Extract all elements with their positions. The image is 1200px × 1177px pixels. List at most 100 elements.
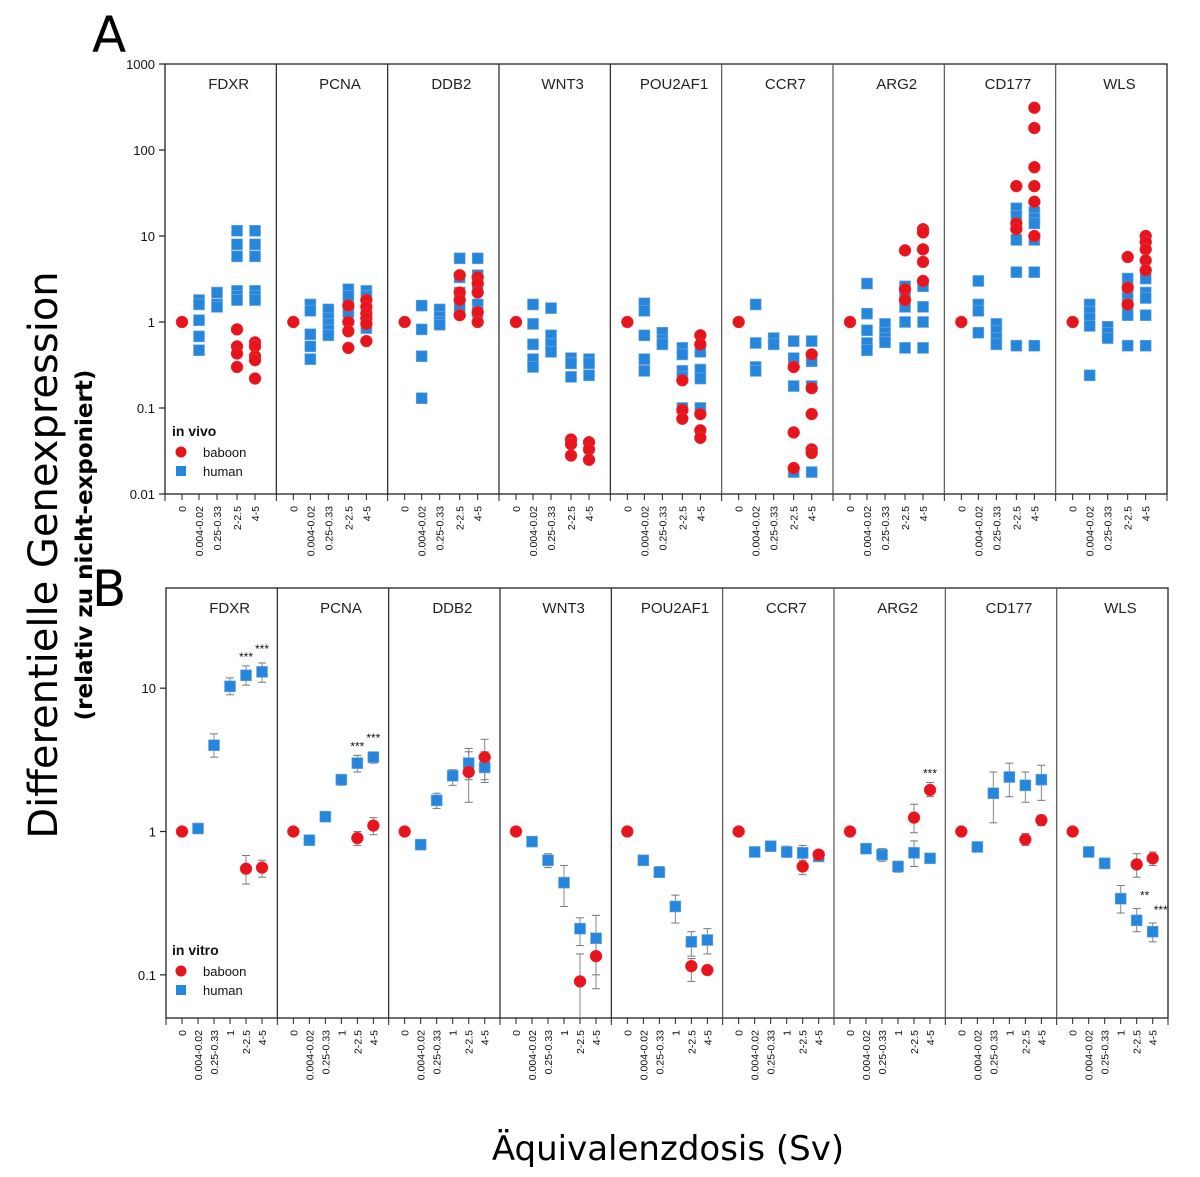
human-mean-point: [1130, 914, 1143, 927]
baboon-point: [1139, 243, 1152, 256]
x-tick-label: 2-2.5: [464, 1030, 476, 1054]
baboon-mean-point: [1146, 852, 1159, 865]
baboon-mean-point: [589, 949, 603, 963]
legend-marker-human: [176, 985, 186, 995]
x-tick-label: 4-5: [1148, 1030, 1160, 1045]
facet-title-wls: WLS: [1104, 600, 1137, 617]
x-tick-label: 1: [1116, 1030, 1128, 1036]
human-mean-point: [574, 922, 586, 935]
human-mean-point: [924, 852, 936, 865]
x-tick-label: 0: [622, 506, 634, 512]
human-point: [972, 304, 985, 317]
baboon-point: [1028, 101, 1041, 114]
x-tick-label: 0.25-0.33: [769, 506, 781, 551]
baboon-mean-point: [175, 825, 189, 838]
human-point: [583, 369, 595, 382]
x-tick-label: 1: [225, 1030, 237, 1036]
human-mean-point: [701, 934, 714, 946]
x-tick-label: 0.25-0.33: [323, 506, 335, 551]
x-tick-label: 0.25-0.33: [657, 506, 669, 551]
human-mean-point: [876, 848, 888, 861]
human-point: [917, 316, 929, 328]
baboon-mean-point: [685, 959, 698, 973]
x-tick-label: 4-5: [473, 506, 485, 521]
x-tick-label: 4-5: [695, 506, 707, 521]
x-tick-label: 0.004-0.02: [639, 506, 651, 556]
baboon-mean-point: [287, 825, 300, 838]
human-mean-point: [478, 761, 491, 774]
legend: in vitro baboon human: [172, 942, 246, 998]
legend-marker-baboon: [175, 965, 187, 977]
legend: in vivo baboon human: [172, 423, 246, 479]
human-point: [193, 344, 205, 356]
human-mean-point: [208, 739, 220, 752]
baboon-point: [453, 268, 466, 282]
x-tick-label: 0.25-0.33: [991, 506, 1003, 551]
human-point: [638, 329, 651, 342]
human-point: [1010, 266, 1023, 278]
baboon-point: [564, 437, 578, 451]
x-tick-label: 2-2.5: [677, 506, 689, 530]
x-tick-label: 4-5: [584, 506, 596, 521]
baboon-mean-point: [1035, 813, 1048, 827]
x-tick-label: 0.25-0.33: [546, 506, 558, 551]
significance-marker: **: [1140, 889, 1150, 903]
x-tick-label: 4-5: [480, 1030, 492, 1045]
human-point: [433, 318, 446, 331]
x-tick-label: 0.004-0.02: [305, 506, 317, 556]
baboon-point: [230, 323, 244, 336]
x-tick-label: 0: [400, 506, 412, 512]
baboon-point: [694, 338, 707, 351]
baboon-point: [287, 315, 300, 329]
human-point: [749, 337, 762, 349]
x-tick-label: 2-2.5: [575, 1030, 587, 1054]
x-tick-label: 2-2.5: [1132, 1030, 1144, 1054]
human-point: [231, 294, 243, 306]
facet-title-pcna: PCNA: [320, 600, 362, 617]
legend-title: in vivo: [172, 423, 216, 439]
facet-title-cd177: CD177: [986, 600, 1033, 617]
human-mean-point: [319, 810, 332, 823]
baboon-mean-point: [367, 819, 380, 832]
x-tick-label: 0: [845, 1030, 857, 1036]
facet-title-arg2: ARG2: [877, 600, 918, 617]
x-tick-label: 0: [734, 506, 746, 512]
baboon-mean-point: [701, 963, 714, 977]
panel-a: 0.01 0.1 1 10 100 1000 FDXR 0 0.004-0.02 0.25-0.3…: [126, 57, 1168, 556]
y-tick-label: 0.01: [130, 487, 155, 502]
human-point: [471, 252, 484, 265]
human-point: [304, 328, 317, 341]
human-point: [879, 336, 891, 349]
baboon-mean-point: [796, 860, 809, 873]
x-tick-label: 0.004-0.02: [750, 1030, 762, 1080]
facet-title-wnt3: WNT3: [541, 76, 584, 93]
baboon-point: [676, 412, 689, 425]
baboon-point: [564, 449, 578, 462]
human-point: [861, 344, 873, 356]
x-tick-label: 0: [511, 1030, 523, 1036]
human-point: [545, 346, 557, 358]
x-tick-label: 4-5: [918, 506, 930, 521]
baboon-point: [898, 293, 912, 307]
human-point: [415, 350, 428, 363]
human-point: [972, 326, 985, 339]
human-point: [231, 250, 243, 263]
x-tick-label: 0: [288, 506, 300, 512]
human-point: [527, 318, 539, 330]
baboon-mean-point: [907, 811, 921, 824]
baboon-point: [248, 372, 262, 385]
human-mean-point: [748, 846, 761, 858]
significance-marker: ***: [255, 642, 269, 656]
baboon-point: [805, 348, 818, 361]
x-tick-label: 0.25-0.33: [654, 1030, 666, 1075]
human-mean-point: [1114, 892, 1127, 905]
baboon-point: [1028, 121, 1041, 135]
x-tick-label: 2-2.5: [789, 506, 801, 530]
x-tick-label: 2-2.5: [1123, 506, 1135, 530]
human-point: [1121, 339, 1134, 352]
y-tick-label: 1000: [126, 57, 155, 72]
human-point: [1010, 339, 1023, 352]
x-tick-label: 0.004-0.02: [528, 506, 540, 556]
legend-label-human: human: [203, 464, 243, 479]
y-axis-subtitle: (relativ zu nicht-exponiert): [72, 370, 98, 721]
